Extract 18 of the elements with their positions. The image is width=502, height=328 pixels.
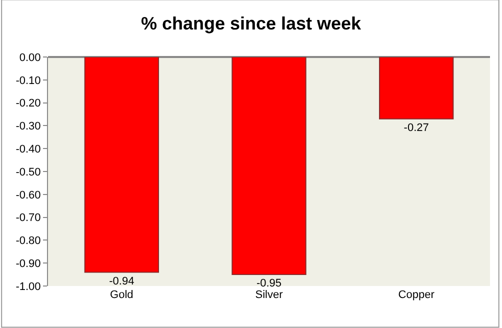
y-tick-label: -0.40 [16,143,41,156]
data-label: -0.94 [109,275,134,288]
y-tick-label: -0.60 [16,189,41,202]
x-tick-label: Copper [398,289,435,301]
data-label: -0.95 [256,278,282,290]
y-tick-label: -0.10 [16,74,41,87]
y-tick-label: -0.70 [16,212,41,224]
data-label: -0.27 [404,122,429,134]
y-tick-label: -0.30 [16,120,41,133]
y-tick-label: -0.80 [16,235,41,248]
x-tick-label: Silver [255,289,284,301]
y-tick-label: -0.90 [16,258,41,270]
y-tick-label: 0.00 [19,52,41,64]
chart-title: % change since last week [140,13,362,34]
y-tick-label: -0.20 [16,98,41,110]
y-tick-label: -0.50 [16,166,41,178]
y-tick-label: -1.00 [16,280,41,293]
x-tick-label: Gold [110,289,134,301]
